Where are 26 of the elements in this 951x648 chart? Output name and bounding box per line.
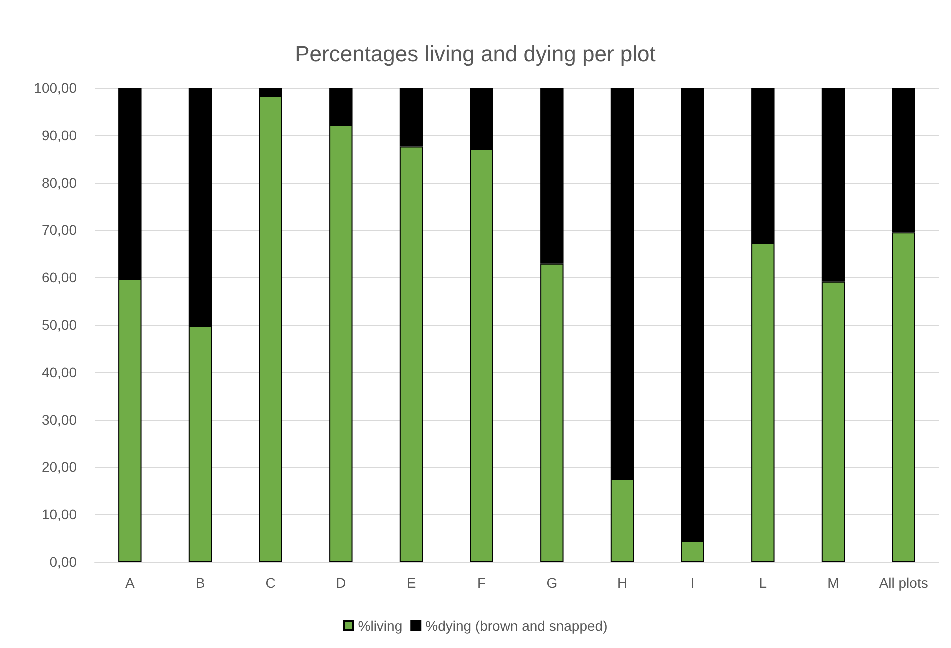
y-tick-label: 10,00 — [42, 506, 78, 523]
y-tick-label: 80,00 — [42, 174, 78, 191]
y-tick-label: 20,00 — [42, 459, 78, 476]
x-tick-label: M — [828, 575, 840, 591]
y-tick-label: 0,00 — [50, 554, 78, 570]
y-tick-label: 50,00 — [42, 317, 78, 333]
legend-label: %living — [358, 618, 403, 634]
x-tick-label: D — [336, 575, 346, 591]
legend-label: %dying (brown and snapped) — [426, 618, 608, 634]
y-tick-label: 40,00 — [42, 364, 78, 380]
x-tick-label: All plots — [879, 575, 928, 591]
chart-title: Percentages living and dying per plot — [295, 42, 656, 66]
y-tick-label: 90,00 — [42, 127, 78, 144]
x-tick-label: G — [546, 575, 558, 591]
x-tick-label: A — [125, 575, 136, 591]
x-tick-label: L — [759, 575, 768, 591]
y-tick-label: 70,00 — [42, 222, 78, 238]
x-tick-label: I — [690, 575, 695, 591]
x-tick-label: C — [266, 575, 276, 591]
x-tick-label: B — [196, 575, 206, 591]
y-tick-label: 100,00 — [34, 80, 78, 96]
y-tick-label: 30,00 — [42, 412, 78, 428]
x-tick-label: F — [478, 575, 486, 591]
y-tick-label: 60,00 — [42, 270, 78, 286]
x-tick-label: H — [617, 575, 628, 591]
x-tick-label: E — [406, 575, 416, 591]
